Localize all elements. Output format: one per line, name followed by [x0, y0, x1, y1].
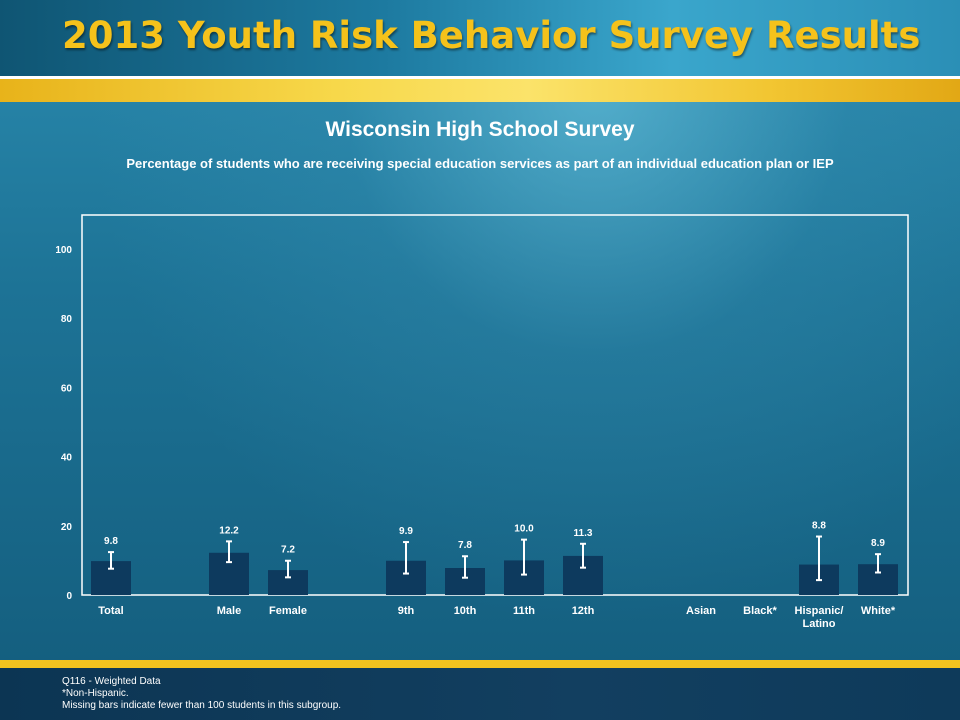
- value-label: 10.0: [514, 524, 534, 535]
- footnotes: Q116 - Weighted Data *Non-Hispanic. Miss…: [62, 676, 341, 712]
- footnote-question: Q116 - Weighted Data: [62, 676, 161, 687]
- bars: [91, 552, 898, 595]
- y-tick-label: 0: [66, 591, 72, 602]
- bar-chart: 0 20 40 60 80 100 9.8 12.2 7.2 9.9 7.8 10.0 11.3 8.8…: [55, 214, 909, 630]
- x-tick-label: White*: [861, 605, 896, 617]
- y-tick-label: 100: [55, 245, 72, 256]
- x-tick-label: Total: [98, 605, 123, 617]
- error-bars: [108, 535, 881, 582]
- error-bar: [226, 540, 232, 564]
- error-bar: [285, 559, 291, 579]
- chart-subtitle: Percentage of students who are receiving…: [126, 156, 834, 171]
- error-bar: [580, 542, 586, 569]
- header-band: 2013 Youth Risk Behavior Survey Results: [0, 0, 960, 76]
- value-label: 7.8: [458, 540, 472, 551]
- x-tick-label: Hispanic/Latino: [795, 605, 844, 630]
- x-axis: Total Male Female 9th 10th 11th 12th Asian Black…: [98, 605, 896, 630]
- y-tick-label: 40: [61, 453, 73, 464]
- y-tick-label: 80: [61, 314, 73, 325]
- error-bar: [816, 535, 822, 582]
- error-bar: [108, 551, 114, 570]
- header-divider: [0, 76, 960, 79]
- y-tick-label: 60: [61, 383, 73, 394]
- value-labels: 9.8 12.2 7.2 9.9 7.8 10.0 11.3 8.8 8.9: [104, 521, 885, 556]
- x-tick-label: Female: [269, 605, 307, 617]
- error-bar: [462, 555, 468, 579]
- error-bar: [403, 541, 409, 575]
- error-bar: [521, 538, 527, 576]
- x-tick-label: Male: [217, 605, 241, 617]
- plot-frame: [81, 214, 909, 596]
- x-tick-label: 11th: [513, 605, 535, 617]
- value-label: 12.2: [219, 525, 239, 536]
- x-tick-label: 12th: [572, 605, 595, 617]
- value-label: 9.8: [104, 536, 118, 547]
- value-label: 11.3: [574, 528, 593, 539]
- y-axis: 0 20 40 60 80 100: [55, 245, 72, 602]
- x-tick-label: 10th: [454, 605, 477, 617]
- value-label: 7.2: [281, 545, 295, 556]
- x-tick-label: 9th: [398, 605, 415, 617]
- footnote-non-hispanic: *Non-Hispanic.: [62, 688, 129, 699]
- page-title: 2013 Youth Risk Behavior Survey Results: [62, 14, 921, 57]
- footer-band: [0, 668, 960, 720]
- value-label: 8.9: [871, 538, 885, 549]
- x-tick-label: Asian: [686, 605, 716, 617]
- y-tick-label: 20: [61, 522, 73, 533]
- error-bar: [875, 553, 881, 574]
- header-accent-band: [0, 79, 960, 102]
- value-label: 9.9: [399, 526, 413, 537]
- value-label: 8.8: [812, 521, 826, 532]
- chart-title: Wisconsin High School Survey: [325, 118, 635, 141]
- x-tick-label: Black*: [743, 605, 777, 617]
- footer-accent-band: [0, 660, 960, 668]
- footnote-missing-bars: Missing bars indicate fewer than 100 stu…: [62, 700, 342, 711]
